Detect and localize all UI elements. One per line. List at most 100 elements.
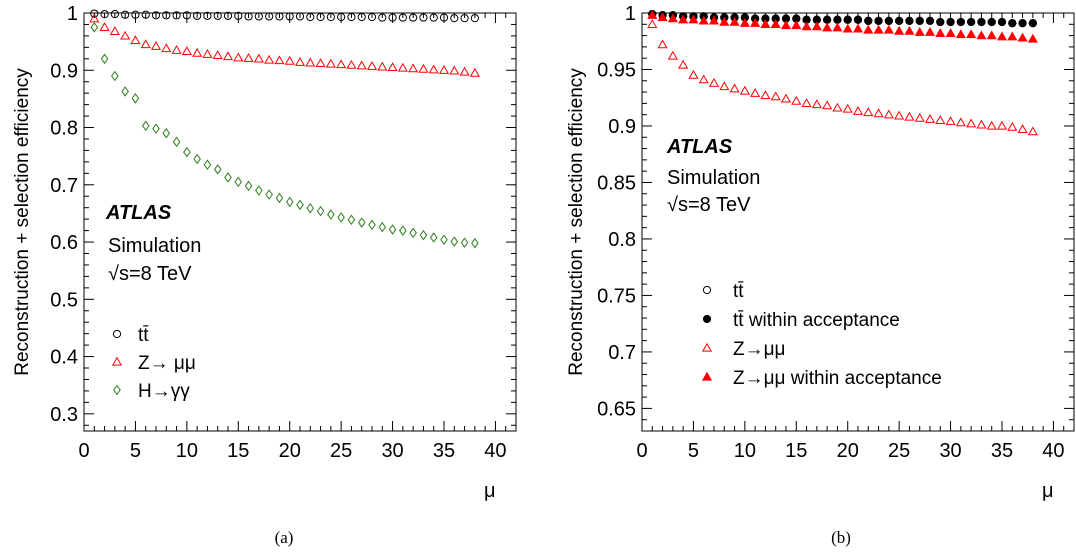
data-point [863,107,874,117]
data-point [833,15,842,24]
data-point [460,237,469,248]
data-point [1027,33,1038,43]
data-point [1007,121,1018,131]
data-point [99,22,110,31]
data-point [946,17,955,27]
data-point [459,66,470,76]
data-point [739,85,750,95]
data-point [161,43,172,53]
caption-a: (a) [274,528,294,547]
data-point [305,57,316,67]
data-point [874,16,883,26]
data-point [719,81,730,91]
data-point [388,13,397,22]
data-point [647,10,658,19]
data-point [986,30,997,40]
data-point [222,51,234,61]
data-point [109,26,120,35]
data-point [234,176,243,188]
data-point [295,12,305,21]
data-point [357,12,366,22]
data-point [936,17,945,27]
data-point [966,118,977,128]
data-point [120,30,131,40]
data-point [471,237,479,249]
data-point [956,17,965,27]
x-tick-label: 30 [381,440,403,462]
x-tick-label: 15 [227,440,249,462]
data-point [192,47,203,57]
data-point [987,17,996,27]
series-triangle-open [647,19,1038,136]
data-point [884,16,893,26]
data-point [398,13,407,22]
x-tick-label: 35 [991,440,1013,462]
data-point [986,120,997,130]
data-point [234,11,243,20]
data-point [419,229,428,241]
data-point [996,120,1008,130]
data-point [409,227,417,239]
data-point [254,12,263,21]
data-point [233,52,244,62]
data-point [275,12,284,21]
data-point [450,236,459,247]
data-point [172,11,181,20]
data-point [326,12,335,22]
data-point [183,146,191,158]
data-point [337,12,346,22]
data-point [863,24,874,34]
data-point [905,16,914,26]
data-point [397,62,408,72]
data-point [213,11,222,20]
legend-label: tt̄ [138,325,149,346]
data-point [853,15,863,24]
data-point [1027,126,1038,136]
data-point [925,16,935,26]
legend: tt̄ tt̄ within acceptance Z→μμ Z→μμ within … [701,281,942,389]
legend-marker [113,384,121,396]
x-tick-label: 20 [837,440,859,462]
simulation-label: Simulation [108,235,201,257]
data-point [811,99,822,109]
data-point [904,111,915,121]
data-point [976,30,987,40]
data-point [760,90,771,100]
data-point [337,212,345,223]
data-point [418,63,429,73]
data-point [729,83,740,93]
data-point [202,49,213,58]
panel-a: 0 5 10 15 20 25 30 35 40 0.3 0.4 0.5 0.6 0.7 0.8 0.9 1 R… [12,3,517,502]
data-point [296,199,304,211]
data-point [121,10,130,19]
y-tick-label: 0.3 [50,404,78,426]
data-point [346,59,357,69]
data-point [130,35,141,45]
data-point [678,14,689,24]
data-point [347,214,356,225]
data-point [438,65,450,74]
data-point [171,45,182,54]
data-point [883,109,894,119]
data-point [140,39,151,49]
x-tick-label: 0 [78,440,89,462]
data-point [811,21,822,31]
legend-label: H→γγ [138,381,190,402]
data-point [378,13,387,22]
data-point [253,53,264,63]
data-point [141,120,150,132]
data-point [873,108,884,118]
data-point [460,14,469,23]
data-point [770,91,781,101]
data-point [842,103,853,113]
data-point [822,22,833,32]
y-axis-label: Reconstruction + selection efficiency [12,68,33,376]
data-point [89,13,100,23]
data-point [409,13,418,22]
data-point [121,86,129,97]
legend-marker [111,356,123,366]
data-point [110,10,119,19]
data-point [327,209,335,220]
data-point [193,153,201,165]
x-tick-label: 15 [785,440,807,462]
